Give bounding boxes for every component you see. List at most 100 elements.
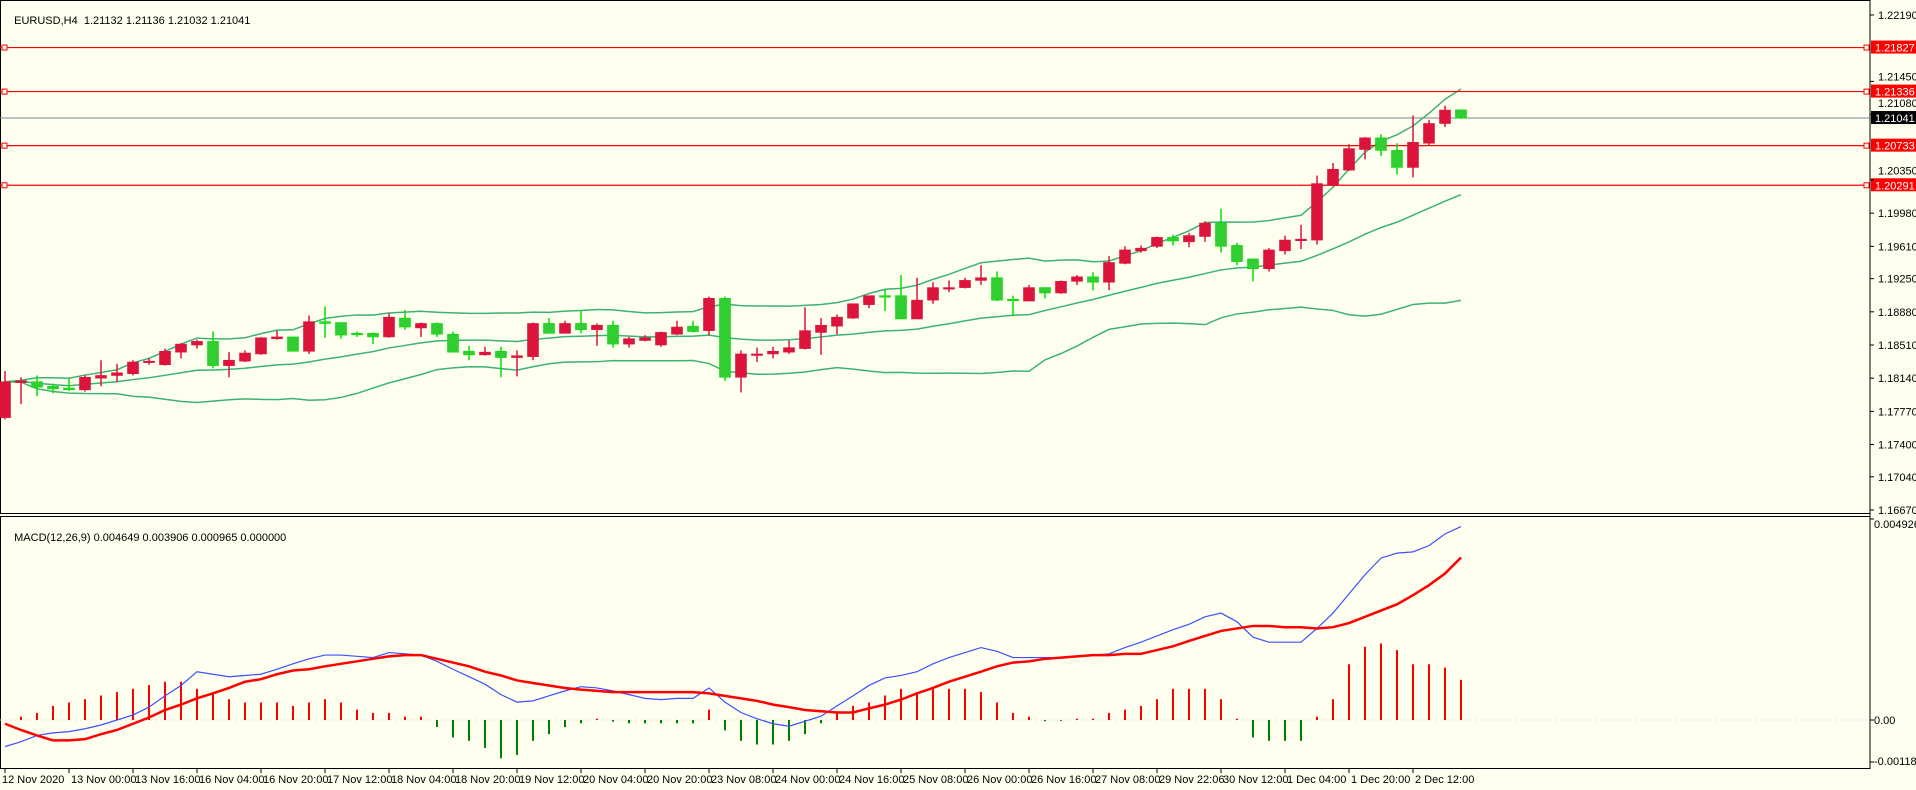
candle-bull[interactable] bbox=[127, 361, 139, 374]
candle-bull[interactable] bbox=[975, 277, 987, 281]
level-handle-right[interactable] bbox=[1863, 88, 1870, 95]
candle-bear[interactable] bbox=[207, 341, 219, 366]
level-handle-left[interactable] bbox=[1, 88, 8, 95]
level-handle-left[interactable] bbox=[1, 44, 8, 51]
candle-bear[interactable] bbox=[47, 385, 59, 390]
candle-bear[interactable] bbox=[1231, 245, 1243, 262]
candle-bull[interactable] bbox=[1135, 247, 1147, 252]
candle-bull[interactable] bbox=[847, 303, 859, 319]
level-handle-left[interactable] bbox=[1, 182, 8, 189]
candle-bull[interactable] bbox=[1407, 142, 1419, 168]
candle-bull[interactable] bbox=[383, 316, 395, 338]
candle-bear[interactable] bbox=[1167, 237, 1179, 242]
candle-bear[interactable] bbox=[1007, 298, 1019, 302]
candle-bear[interactable] bbox=[1455, 109, 1467, 119]
candle-bull[interactable] bbox=[1023, 287, 1035, 302]
candle-bull[interactable] bbox=[1311, 183, 1323, 241]
candle-bear[interactable] bbox=[287, 336, 299, 352]
candle-bear[interactable] bbox=[1247, 258, 1259, 270]
level-handle-right[interactable] bbox=[1863, 182, 1870, 189]
candle-bull[interactable] bbox=[703, 298, 715, 331]
candle-bull[interactable] bbox=[223, 359, 235, 366]
candle-bull[interactable] bbox=[1343, 148, 1355, 171]
candle-bull[interactable] bbox=[1295, 238, 1307, 241]
candle-bull[interactable] bbox=[0, 381, 11, 418]
candle-bear[interactable] bbox=[1391, 150, 1403, 168]
candle-bull[interactable] bbox=[639, 337, 651, 341]
candle-bull[interactable] bbox=[159, 350, 171, 366]
candle-bull[interactable] bbox=[191, 341, 203, 346]
candle-bear[interactable] bbox=[895, 295, 907, 320]
level-handle-left[interactable] bbox=[1, 142, 8, 149]
candle-bull[interactable] bbox=[511, 355, 523, 358]
candle-bull[interactable] bbox=[1119, 249, 1131, 264]
candle-bull[interactable] bbox=[655, 332, 667, 346]
candle-bull[interactable] bbox=[783, 347, 795, 353]
candle-bull[interactable] bbox=[671, 326, 683, 335]
candle-bull[interactable] bbox=[239, 352, 251, 362]
candle-bull[interactable] bbox=[815, 324, 827, 333]
candle-bear[interactable] bbox=[447, 333, 459, 353]
candle-bear[interactable] bbox=[319, 321, 331, 324]
candle-bear[interactable] bbox=[1215, 222, 1227, 247]
candle-bear[interactable] bbox=[495, 350, 507, 358]
candle-bear[interactable] bbox=[575, 323, 587, 331]
candle-bear[interactable] bbox=[879, 295, 891, 298]
candle-bull[interactable] bbox=[1263, 249, 1275, 270]
candle-bull[interactable] bbox=[95, 375, 107, 379]
candle-bear[interactable] bbox=[687, 325, 699, 332]
candle-bull[interactable] bbox=[751, 353, 763, 356]
candle-bull[interactable] bbox=[1359, 137, 1371, 150]
candle-bull[interactable] bbox=[1055, 281, 1067, 294]
candle-bull[interactable] bbox=[927, 287, 939, 301]
candle-bull[interactable] bbox=[175, 343, 187, 353]
candle-bear[interactable] bbox=[1039, 287, 1051, 294]
candle-bear[interactable] bbox=[1375, 137, 1387, 151]
candle-bull[interactable] bbox=[15, 380, 27, 383]
candle-bull[interactable] bbox=[735, 353, 747, 378]
candle-bull[interactable] bbox=[1423, 123, 1435, 144]
candle-bull[interactable] bbox=[479, 351, 491, 356]
candle-bull[interactable] bbox=[255, 337, 267, 355]
candle-bull[interactable] bbox=[623, 338, 635, 345]
candle-bull[interactable] bbox=[1183, 235, 1195, 243]
candle-bull[interactable] bbox=[1439, 109, 1451, 124]
candle-bull[interactable] bbox=[799, 330, 811, 349]
candle-bear[interactable] bbox=[367, 333, 379, 338]
candle-bull[interactable] bbox=[911, 299, 923, 320]
candle-bear[interactable] bbox=[607, 324, 619, 345]
candle-bear[interactable] bbox=[335, 322, 347, 336]
candle-bull[interactable] bbox=[831, 316, 843, 327]
candle-bull[interactable] bbox=[111, 372, 123, 376]
candle-bull[interactable] bbox=[415, 323, 427, 329]
candle-bear[interactable] bbox=[31, 381, 43, 388]
candle-bear[interactable] bbox=[351, 333, 363, 336]
level-handle-right[interactable] bbox=[1863, 142, 1870, 149]
candle-bear[interactable] bbox=[719, 298, 731, 378]
candle-bear[interactable] bbox=[399, 317, 411, 328]
candle-bull[interactable] bbox=[1151, 237, 1163, 247]
candle-bull[interactable] bbox=[303, 321, 315, 352]
candle-bull[interactable] bbox=[1327, 168, 1339, 186]
candle-bull[interactable] bbox=[271, 336, 283, 340]
candle-bull[interactable] bbox=[1103, 262, 1115, 283]
candle-bull[interactable] bbox=[1279, 239, 1291, 252]
candle-bear[interactable] bbox=[991, 277, 1003, 301]
candle-bear[interactable] bbox=[543, 323, 555, 334]
candle-bull[interactable] bbox=[767, 350, 779, 355]
candle-bull[interactable] bbox=[863, 295, 875, 305]
candle-bull[interactable] bbox=[527, 323, 539, 357]
candle-bull[interactable] bbox=[943, 287, 955, 290]
candle-bull[interactable] bbox=[143, 360, 155, 363]
level-handle-right[interactable] bbox=[1863, 44, 1870, 51]
candle-bear[interactable] bbox=[63, 387, 75, 391]
candle-bull[interactable] bbox=[79, 376, 91, 391]
candle-bear[interactable] bbox=[1087, 276, 1099, 283]
candle-bear[interactable] bbox=[431, 323, 443, 335]
candle-bull[interactable] bbox=[591, 324, 603, 331]
candle-bull[interactable] bbox=[959, 280, 971, 288]
candle-bear[interactable] bbox=[463, 350, 475, 356]
candle-bull[interactable] bbox=[559, 323, 571, 334]
candle-bull[interactable] bbox=[1199, 222, 1211, 237]
candle-bull[interactable] bbox=[1071, 276, 1083, 282]
